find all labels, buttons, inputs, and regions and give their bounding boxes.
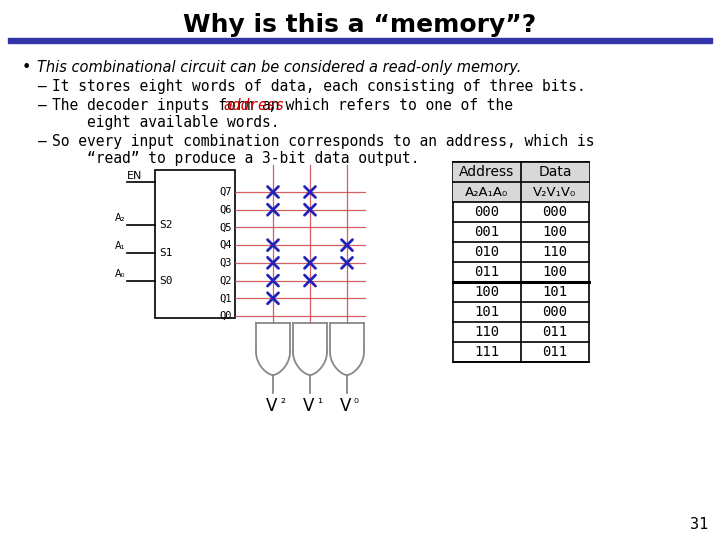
Text: Data: Data bbox=[539, 165, 572, 179]
Text: A₂: A₂ bbox=[114, 213, 125, 223]
Text: 101: 101 bbox=[542, 285, 567, 299]
Text: A₀: A₀ bbox=[114, 269, 125, 279]
Text: eight available words.: eight available words. bbox=[52, 115, 279, 130]
Text: V: V bbox=[303, 397, 315, 415]
Text: The decoder inputs form an: The decoder inputs form an bbox=[52, 98, 288, 113]
Text: ₂: ₂ bbox=[280, 393, 285, 406]
Bar bbox=[453, 162, 589, 362]
Text: S1: S1 bbox=[159, 248, 173, 258]
Text: Address: Address bbox=[459, 165, 515, 179]
Text: Why is this a “memory”?: Why is this a “memory”? bbox=[184, 13, 536, 37]
Text: ₁: ₁ bbox=[317, 393, 322, 406]
Text: •: • bbox=[22, 60, 32, 75]
Text: 000: 000 bbox=[542, 305, 567, 319]
Text: V₂V₁V₀: V₂V₁V₀ bbox=[534, 186, 577, 199]
Text: 011: 011 bbox=[542, 345, 567, 359]
Text: Q0: Q0 bbox=[220, 311, 232, 321]
Text: –: – bbox=[38, 134, 47, 149]
Text: 000: 000 bbox=[542, 205, 567, 219]
Bar bbox=[453, 162, 589, 182]
Text: 101: 101 bbox=[474, 305, 500, 319]
Text: A₂A₁A₀: A₂A₁A₀ bbox=[465, 186, 508, 199]
Text: So every input combination corresponds to an address, which is: So every input combination corresponds t… bbox=[52, 134, 595, 149]
Text: –: – bbox=[38, 98, 47, 113]
Text: Q7: Q7 bbox=[220, 187, 232, 197]
Text: 011: 011 bbox=[474, 265, 500, 279]
Text: 31: 31 bbox=[690, 517, 708, 532]
Text: 010: 010 bbox=[474, 245, 500, 259]
Text: 011: 011 bbox=[542, 325, 567, 339]
Text: V: V bbox=[266, 397, 278, 415]
Text: –: – bbox=[38, 79, 47, 94]
Text: This combinational circuit can be considered a read-only memory.: This combinational circuit can be consid… bbox=[37, 60, 521, 75]
Text: A₁: A₁ bbox=[114, 241, 125, 251]
Text: Q4: Q4 bbox=[220, 240, 232, 250]
Text: V: V bbox=[341, 397, 351, 415]
Text: Q3: Q3 bbox=[220, 258, 232, 268]
Bar bbox=[8, 38, 712, 43]
Text: 110: 110 bbox=[474, 325, 500, 339]
Text: 001: 001 bbox=[474, 225, 500, 239]
Text: EN: EN bbox=[127, 171, 143, 181]
Text: , which refers to one of the: , which refers to one of the bbox=[268, 98, 513, 113]
Text: Q5: Q5 bbox=[220, 222, 232, 232]
Text: 000: 000 bbox=[474, 205, 500, 219]
Text: Q6: Q6 bbox=[220, 205, 232, 215]
Bar bbox=[453, 182, 589, 202]
Text: Q2: Q2 bbox=[220, 275, 232, 286]
Text: Q1: Q1 bbox=[220, 293, 232, 303]
Text: S0: S0 bbox=[159, 276, 173, 286]
Text: address: address bbox=[223, 98, 284, 113]
Text: “read” to produce a 3-bit data output.: “read” to produce a 3-bit data output. bbox=[52, 151, 420, 166]
Text: S2: S2 bbox=[159, 220, 173, 230]
Text: 100: 100 bbox=[542, 225, 567, 239]
Bar bbox=[155, 170, 235, 318]
Text: 111: 111 bbox=[474, 345, 500, 359]
Text: 110: 110 bbox=[542, 245, 567, 259]
Text: ₀: ₀ bbox=[354, 393, 359, 406]
Text: 100: 100 bbox=[542, 265, 567, 279]
Text: 100: 100 bbox=[474, 285, 500, 299]
Text: It stores eight words of data, each consisting of three bits.: It stores eight words of data, each cons… bbox=[52, 79, 586, 94]
